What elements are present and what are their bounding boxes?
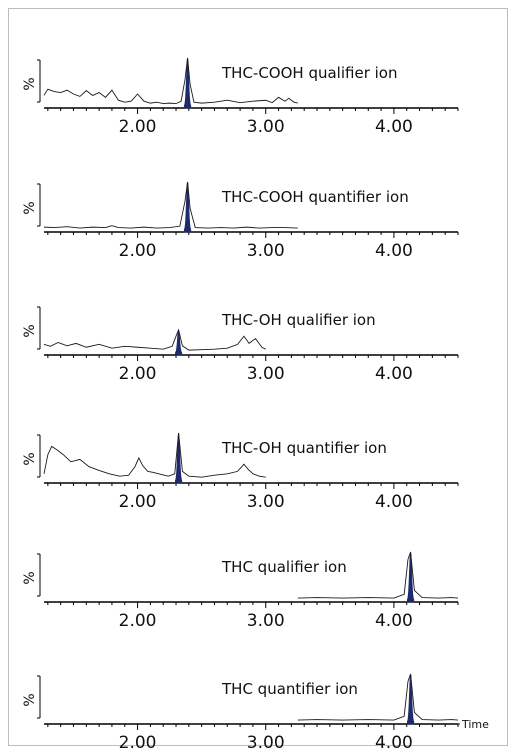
y-axis-label: % xyxy=(22,693,38,706)
x-axis-label: Time xyxy=(461,718,489,731)
ion-title: THC quantifier ion xyxy=(221,680,358,698)
y-axis-label: % xyxy=(22,324,38,337)
chromatogram-figure xyxy=(8,8,508,746)
x-tick-label: 3.00 xyxy=(247,117,285,137)
x-tick-label: 2.00 xyxy=(119,733,157,753)
panel-6: 2.00 3.00 4.00% THC quantifier ion Time xyxy=(22,673,489,753)
ion-trace xyxy=(43,328,266,351)
ion-trace xyxy=(43,432,266,478)
ion-trace xyxy=(297,673,459,721)
x-tick-label: 4.00 xyxy=(375,492,413,512)
x-tick-label: 2.00 xyxy=(119,117,157,137)
panel-1: 2.00 3.00 4.00% THC-COOH qualifier ion xyxy=(22,57,459,137)
ion-title: THC-OH qualifier ion xyxy=(221,311,376,329)
x-tick-label: 4.00 xyxy=(375,611,413,631)
panel-5: 2.00 3.00 4.00% THC qualifier ion xyxy=(22,551,459,631)
y-axis-label: % xyxy=(22,77,38,90)
x-tick-label: 3.00 xyxy=(247,611,285,631)
y-axis-label: % xyxy=(22,571,38,584)
ion-trace xyxy=(43,181,298,229)
x-tick-label: 4.00 xyxy=(375,241,413,261)
panel-2: 2.00 3.00 4.00% THC-COOH quantifier ion xyxy=(22,181,459,261)
peak-area xyxy=(174,328,183,356)
ion-trace xyxy=(43,57,298,105)
x-tick-label: 2.00 xyxy=(119,241,157,261)
ion-title: THC-COOH quantifier ion xyxy=(221,188,409,206)
x-tick-label: 4.00 xyxy=(375,733,413,753)
y-axis-label: % xyxy=(22,452,38,465)
x-tick-label: 2.00 xyxy=(119,364,157,384)
x-tick-label: 3.00 xyxy=(247,733,285,753)
x-tick-label: 2.00 xyxy=(119,611,157,631)
ion-title: THC-COOH qualifier ion xyxy=(221,64,397,82)
ion-title: THC qualifier ion xyxy=(221,558,347,576)
x-tick-label: 3.00 xyxy=(247,492,285,512)
y-axis-label: % xyxy=(22,201,38,214)
ion-title: THC-OH quantifier ion xyxy=(221,439,387,457)
x-tick-label: 3.00 xyxy=(247,241,285,261)
ion-trace xyxy=(297,551,459,599)
x-tick-label: 4.00 xyxy=(375,364,413,384)
x-tick-label: 4.00 xyxy=(375,117,413,137)
x-tick-label: 3.00 xyxy=(247,364,285,384)
panel-4: 2.00 3.00 4.00% THC-OH quantifier ion xyxy=(22,432,459,512)
x-tick-label: 2.00 xyxy=(119,492,157,512)
panel-3: 2.00 3.00 4.00% THC-OH qualifier ion xyxy=(22,306,459,384)
